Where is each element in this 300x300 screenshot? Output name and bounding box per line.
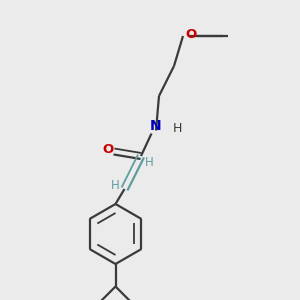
Text: O: O (102, 143, 114, 157)
Text: H: H (111, 179, 120, 193)
Text: H: H (145, 156, 154, 169)
Text: H: H (172, 122, 182, 136)
Text: O: O (185, 28, 196, 41)
Text: N: N (150, 119, 162, 133)
Text: methoxy: methoxy (228, 35, 234, 36)
